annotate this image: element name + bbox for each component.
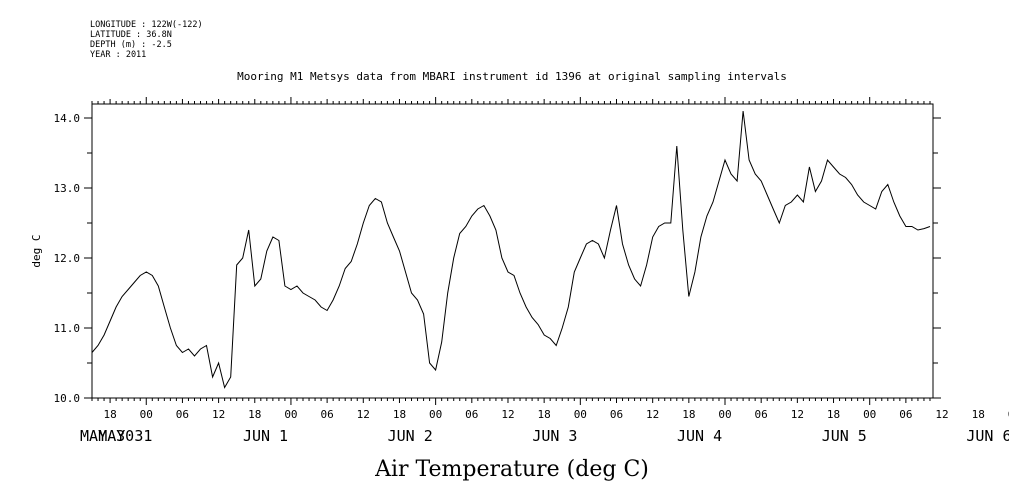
- x-day-label: JUN 5: [822, 427, 867, 445]
- x-tick-label: 00: [1008, 408, 1009, 421]
- chart-title: Mooring M1 Metsys data from MBARI instru…: [237, 70, 787, 83]
- x-tick-label: 00: [863, 408, 876, 421]
- x-tick-label: 18: [827, 408, 840, 421]
- x-tick-label: 12: [935, 408, 948, 421]
- x-tick-label: 00: [140, 408, 153, 421]
- x-tick-label: 00: [574, 408, 587, 421]
- x-tick-label: 06: [320, 408, 333, 421]
- y-axis-label: deg C: [30, 234, 43, 267]
- y-tick-label: 14.0: [54, 112, 81, 125]
- x-tick-label: 12: [791, 408, 804, 421]
- series-line: [91, 110, 931, 389]
- y-tick-label: 11.0: [54, 322, 81, 335]
- x-tick-label: 00: [429, 408, 442, 421]
- x-day-label: JUN 3: [532, 427, 577, 445]
- x-tick-label: 18: [972, 408, 985, 421]
- x-tick-label: 06: [176, 408, 189, 421]
- year-label: YEAR : 2011: [90, 50, 147, 60]
- y-tick-labels: 10.0 11.0 12.0 13.0 14.0: [54, 112, 81, 405]
- x-day-label: JUN 6: [966, 427, 1009, 445]
- x-tick-label: 18: [682, 408, 695, 421]
- x-tick-label: 06: [610, 408, 623, 421]
- x-axis-label: Air Temperature (deg C): [374, 457, 649, 482]
- x-tick-label: 18: [248, 408, 261, 421]
- x-tick-label: 18: [103, 408, 116, 421]
- x-tick-label: 18: [538, 408, 551, 421]
- x-day-label: MAY 30: [80, 427, 134, 445]
- metadata-block: LONGITUDE : 122W(-122) LATITUDE : 36.8N …: [90, 20, 203, 60]
- depth-label: DEPTH (m) : -2.5: [90, 40, 172, 50]
- y-tick-label: 13.0: [54, 182, 81, 195]
- x-tick-label: 00: [284, 408, 297, 421]
- latitude-label: LATITUDE : 36.8N: [90, 30, 172, 40]
- x-tick-labels: 18 00 06 12 18 00 06 12 18 00 06 12 18 00 06 12 18 00 06 12…: [103, 408, 1009, 421]
- x-day-label: JUN 2: [388, 427, 433, 445]
- x-day-label: JUN 1: [243, 427, 288, 445]
- x-tick-label: 12: [501, 408, 514, 421]
- longitude-label: LONGITUDE : 122W(-122): [90, 20, 203, 30]
- x-tick-label: 12: [212, 408, 225, 421]
- axis-ticks: [84, 97, 941, 405]
- x-tick-label: 12: [357, 408, 370, 421]
- x-day-label: MAY 31: [98, 427, 152, 445]
- x-tick-label: 18: [393, 408, 406, 421]
- x-tick-label: 12: [646, 408, 659, 421]
- plot-frame: [91, 103, 934, 399]
- y-tick-label: 10.0: [54, 392, 81, 405]
- x-tick-label: 06: [755, 408, 768, 421]
- x-day-label: JUN 4: [677, 427, 722, 445]
- x-tick-label: 00: [718, 408, 731, 421]
- y-tick-label: 12.0: [54, 252, 81, 265]
- x-tick-label: 06: [899, 408, 912, 421]
- x-tick-label: 06: [465, 408, 478, 421]
